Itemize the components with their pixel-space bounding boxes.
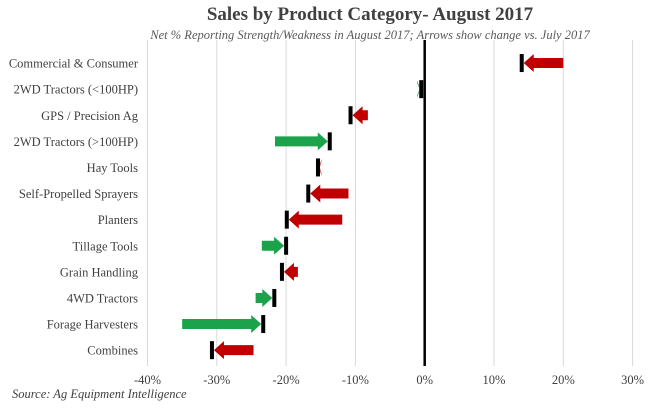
august-marker: [348, 106, 353, 125]
change-arrow: [261, 236, 285, 255]
change-arrow: [213, 341, 254, 360]
change-arrow: [283, 262, 298, 281]
chart-subtitle: Net % Reporting Strength/Weakness in Aug…: [150, 28, 590, 42]
august-marker: [272, 288, 277, 307]
category-label: 2WD Tractors (>100HP): [14, 135, 138, 149]
category-label: Combines: [87, 344, 138, 358]
change-arrow: [417, 80, 420, 99]
change-arrow: [352, 106, 368, 125]
x-tick-label: 20%: [552, 373, 575, 387]
august-marker: [519, 54, 524, 73]
august-marker: [261, 315, 266, 334]
category-label: Hay Tools: [87, 161, 138, 175]
category-label: Self-Propelled Sprayers: [19, 187, 138, 201]
category-label: Planters: [98, 213, 138, 227]
august-marker: [306, 184, 311, 203]
x-tick-label: -20%: [273, 373, 300, 387]
august-marker: [279, 262, 284, 281]
x-tick-label: -10%: [342, 373, 369, 387]
change-arrow: [310, 184, 349, 203]
x-tick-label: -30%: [203, 373, 230, 387]
august-marker: [327, 132, 332, 151]
chart-source: Source: Ag Equipment Intelligence: [12, 387, 187, 401]
x-tick-label: 30%: [621, 373, 644, 387]
august-marker: [284, 210, 289, 229]
category-label: 2WD Tractors (<100HP): [14, 83, 138, 97]
change-arrow: [523, 54, 564, 73]
change-arrow: [275, 132, 328, 151]
x-tick-label: 10%: [483, 373, 506, 387]
august-marker: [419, 80, 424, 99]
change-arrow: [288, 210, 343, 229]
category-label: Grain Handling: [60, 265, 139, 279]
x-tick-label: -40%: [134, 373, 161, 387]
change-arrow: [255, 288, 273, 307]
august-marker: [315, 158, 320, 177]
category-label: Commercial & Consumer: [9, 57, 139, 71]
category-label: Tillage Tools: [73, 239, 139, 253]
august-marker: [209, 341, 214, 360]
category-label: Forage Harvesters: [47, 318, 138, 332]
change-arrow: [182, 315, 262, 334]
august-marker: [284, 236, 289, 255]
category-label: GPS / Precision Ag: [41, 109, 139, 123]
x-tick-label: 0%: [416, 373, 433, 387]
category-label: 4WD Tractors: [67, 291, 138, 305]
chart-title: Sales by Product Category- August 2017: [206, 4, 534, 25]
